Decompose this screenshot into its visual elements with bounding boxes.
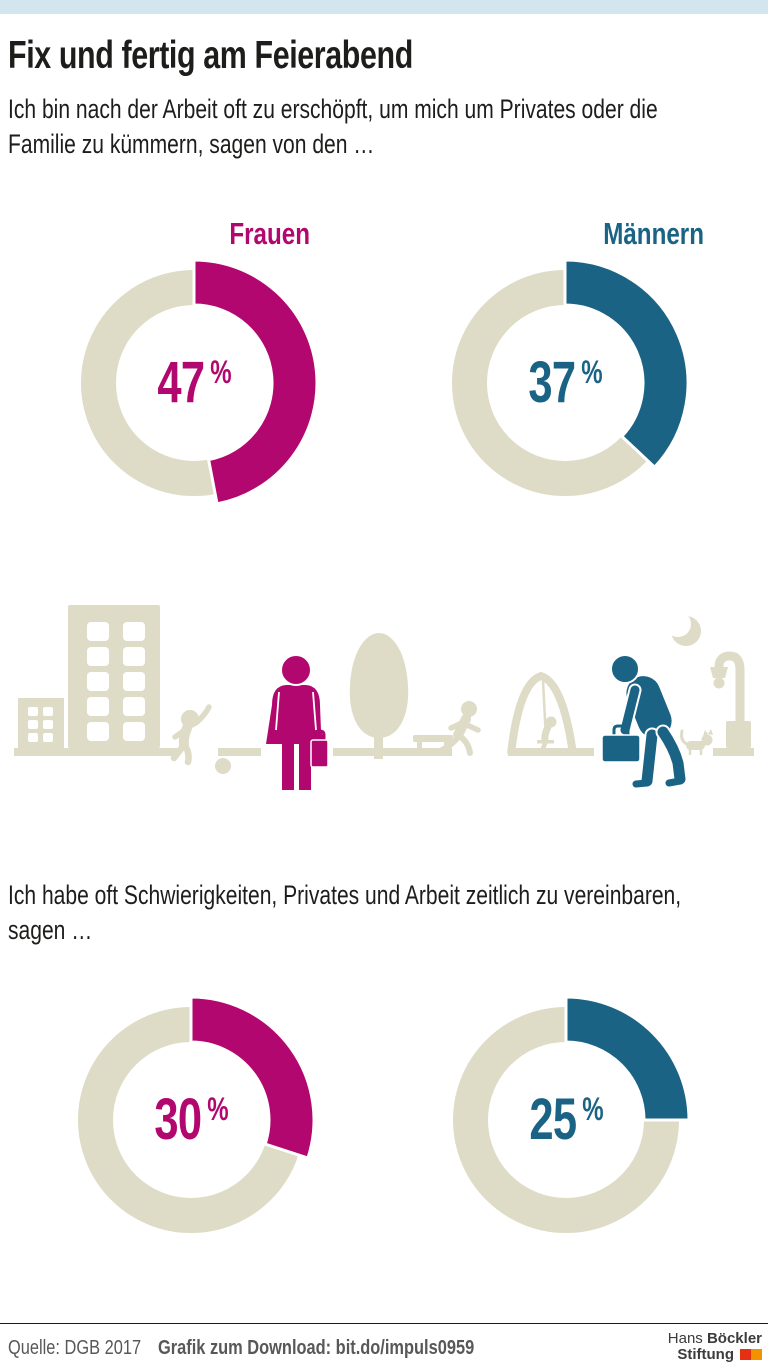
cat-icon (680, 729, 713, 755)
page-title: Fix und fertig am Feierabend (8, 34, 413, 77)
donut-value-q2-maennern: 25% (528, 1087, 604, 1152)
download-text: Grafik zum Download: bit.do/impuls0959 (158, 1337, 475, 1359)
footer-divider (0, 1323, 768, 1324)
evening-city-illustration (14, 605, 754, 790)
exhausted-woman-icon (266, 654, 329, 790)
logo-red-square (740, 1349, 751, 1360)
donut-value-q2-frauen: 30% (153, 1087, 229, 1152)
logo-orange-square (751, 1349, 762, 1360)
street-lamp-icon (710, 651, 751, 748)
tall-building-icon (68, 605, 160, 748)
series-label-frauen: Frauen (229, 216, 311, 251)
intro-text: Ich bin nach der Arbeit oft zu erschöpft… (8, 94, 658, 159)
running-child-icon (439, 701, 481, 756)
donut-q1-frauen: 47% (64, 253, 324, 513)
tree-icon (349, 633, 409, 759)
donut-q2-frauen: 30% (61, 990, 321, 1250)
donut-value-q1-maennern: 37% (527, 350, 603, 415)
ground-line (14, 748, 754, 756)
ball-icon (215, 758, 231, 774)
donut-q1-maennern: 37% (435, 253, 695, 513)
hans-boeckler-logo: Hans Böckler Stiftung (668, 1331, 762, 1363)
series-label-maennern: Männern (603, 216, 705, 251)
question2-text: Ich habe oft Schwierigkeiten, Privates u… (8, 880, 682, 945)
donut-q1-maennern-svg (452, 258, 690, 496)
source-text: Quelle: DGB 2017 (8, 1337, 142, 1359)
donut-q2-maennern-svg (453, 995, 691, 1233)
exhausted-man-icon (601, 654, 688, 789)
logo-line2: Stiftung (668, 1347, 762, 1363)
donut-q2-frauen-svg (78, 995, 316, 1233)
donut-value-q1-frauen: 47% (156, 350, 232, 415)
logo-line1: Hans Böckler (667, 1330, 762, 1347)
moon-icon (665, 611, 701, 646)
small-building-icon (18, 698, 64, 748)
playing-child-icon (170, 704, 212, 766)
donut-q2-maennern: 25% (436, 990, 696, 1250)
donut-q1-frauen-svg (81, 258, 319, 506)
accent-bar (0, 0, 768, 14)
swing-icon (507, 671, 577, 755)
